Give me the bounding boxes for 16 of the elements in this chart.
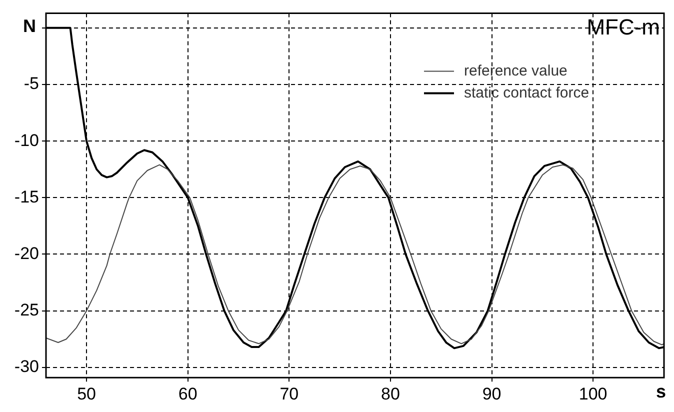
x-tick-label: 50	[77, 384, 96, 404]
x-tick-label: 100	[578, 384, 608, 404]
y-axis-title: N	[23, 16, 36, 36]
x-tick-label: 60	[178, 384, 198, 404]
x-tick-label: 80	[381, 384, 400, 404]
y-tick-label: -5	[24, 74, 39, 94]
y-tick-label: -10	[14, 130, 39, 150]
y-tick-label: -25	[14, 300, 39, 320]
y-tick-label: -15	[14, 187, 39, 206]
x-axis-title: s	[656, 382, 666, 402]
legend-label: reference value	[464, 62, 568, 80]
x-tick-label: 70	[280, 384, 299, 404]
legend-label: static contact force	[464, 84, 590, 102]
y-tick-label: -20	[14, 244, 39, 263]
y-tick-label: -30	[14, 357, 39, 376]
x-tick-label: 90	[482, 384, 502, 404]
